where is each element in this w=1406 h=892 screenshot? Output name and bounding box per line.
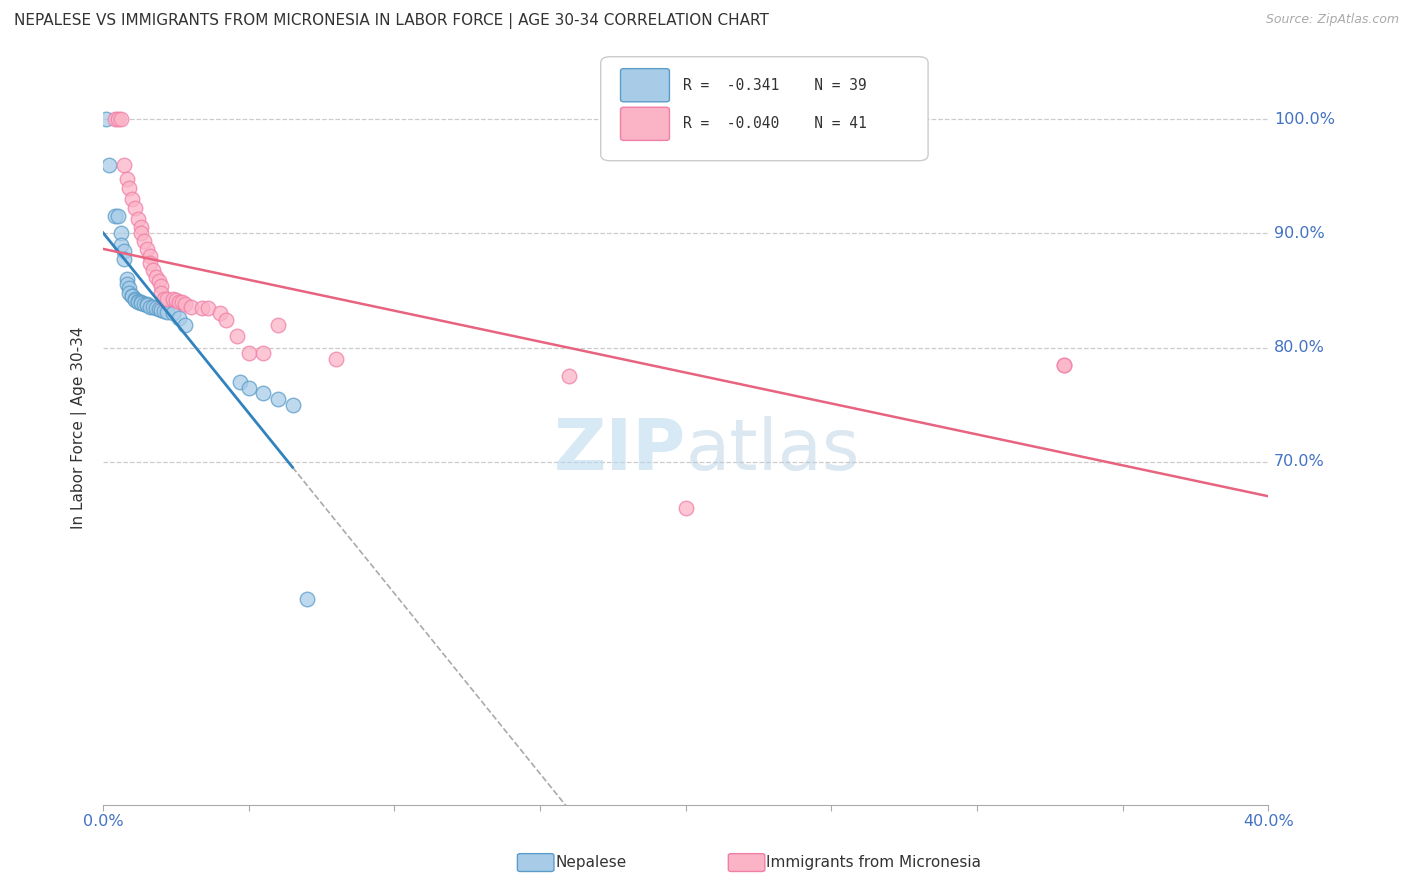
Point (107, 210, 129, 224)
Point (124, 293, 146, 307)
Point (150, 285, 173, 300)
Point (162, 306, 184, 320)
Point (165, 293, 187, 307)
Point (110, 112, 132, 127)
Point (148, 275, 170, 289)
Point (1053, 358, 1076, 372)
Point (135, 297, 157, 311)
Point (127, 293, 149, 308)
Point (252, 346, 274, 360)
Point (115, 277, 138, 291)
Point (156, 305, 179, 319)
Point (150, 303, 173, 318)
Point (173, 297, 195, 311)
Point (142, 263, 165, 277)
Point (145, 269, 167, 284)
Point (121, 192, 143, 206)
Point (281, 398, 304, 412)
Point (156, 292, 179, 306)
Text: 70.0%: 70.0% (1274, 454, 1324, 469)
Text: ZIP: ZIP (554, 416, 686, 484)
Point (110, 238, 132, 252)
Point (229, 375, 252, 389)
Point (153, 292, 176, 306)
Point (173, 318, 195, 332)
Point (124, 292, 146, 306)
Point (238, 346, 260, 360)
Point (121, 289, 143, 303)
Point (139, 300, 162, 314)
Point (112, 244, 135, 258)
Text: R =  -0.040    N = 41: R = -0.040 N = 41 (683, 116, 868, 131)
Point (191, 301, 214, 315)
Point (252, 386, 274, 401)
Point (112, 158, 135, 172)
Text: 90.0%: 90.0% (1274, 226, 1324, 241)
Text: atlas: atlas (686, 416, 860, 484)
Point (135, 298, 157, 312)
Text: R =  -0.341    N = 39: R = -0.341 N = 39 (683, 78, 868, 93)
Point (98, 158, 121, 172)
Point (675, 500, 697, 515)
Point (124, 202, 146, 216)
Point (121, 289, 143, 303)
Point (129, 295, 152, 310)
Point (267, 318, 290, 332)
Point (295, 592, 318, 607)
Text: 40.0%: 40.0% (1243, 814, 1294, 829)
Point (94, 112, 117, 127)
Point (162, 292, 184, 306)
Point (167, 310, 190, 325)
Point (170, 295, 193, 310)
Text: Nepalese: Nepalese (555, 855, 627, 870)
Point (112, 252, 135, 266)
Point (118, 180, 141, 194)
Y-axis label: In Labor Force | Age 30-34: In Labor Force | Age 30-34 (72, 326, 87, 529)
Point (139, 256, 162, 270)
Point (129, 227, 152, 241)
Point (129, 219, 152, 234)
Point (127, 211, 149, 226)
Point (118, 285, 141, 300)
FancyBboxPatch shape (600, 57, 928, 161)
Point (115, 171, 138, 186)
Point (150, 279, 173, 293)
Point (104, 112, 127, 127)
Point (267, 392, 290, 406)
Text: 80.0%: 80.0% (1274, 340, 1324, 355)
Point (142, 300, 165, 314)
Point (104, 210, 127, 224)
Point (148, 301, 170, 316)
Point (135, 243, 157, 257)
Point (167, 295, 190, 310)
Point (238, 381, 260, 395)
Text: NEPALESE VS IMMIGRANTS FROM MICRONESIA IN LABOR FORCE | AGE 30-34 CORRELATION CH: NEPALESE VS IMMIGRANTS FROM MICRONESIA I… (14, 13, 769, 29)
Point (110, 227, 132, 241)
Text: Source: ZipAtlas.com: Source: ZipAtlas.com (1265, 13, 1399, 27)
Point (145, 301, 167, 315)
Point (180, 300, 202, 314)
Point (208, 306, 231, 320)
Point (139, 249, 162, 263)
Point (226, 329, 249, 343)
Point (153, 304, 176, 318)
Text: Immigrants from Micronesia: Immigrants from Micronesia (766, 855, 981, 870)
Text: 0.0%: 0.0% (83, 814, 124, 829)
Point (197, 301, 219, 315)
FancyBboxPatch shape (620, 107, 669, 140)
FancyBboxPatch shape (620, 69, 669, 102)
Point (115, 272, 138, 286)
Point (214, 313, 236, 327)
Point (107, 112, 129, 127)
Text: 100.0%: 100.0% (1274, 112, 1336, 127)
Point (558, 369, 581, 384)
Point (325, 352, 347, 367)
Point (127, 295, 149, 310)
Point (118, 281, 141, 295)
Point (132, 235, 155, 249)
Point (1053, 358, 1076, 372)
Point (132, 297, 155, 311)
Point (129, 296, 152, 310)
